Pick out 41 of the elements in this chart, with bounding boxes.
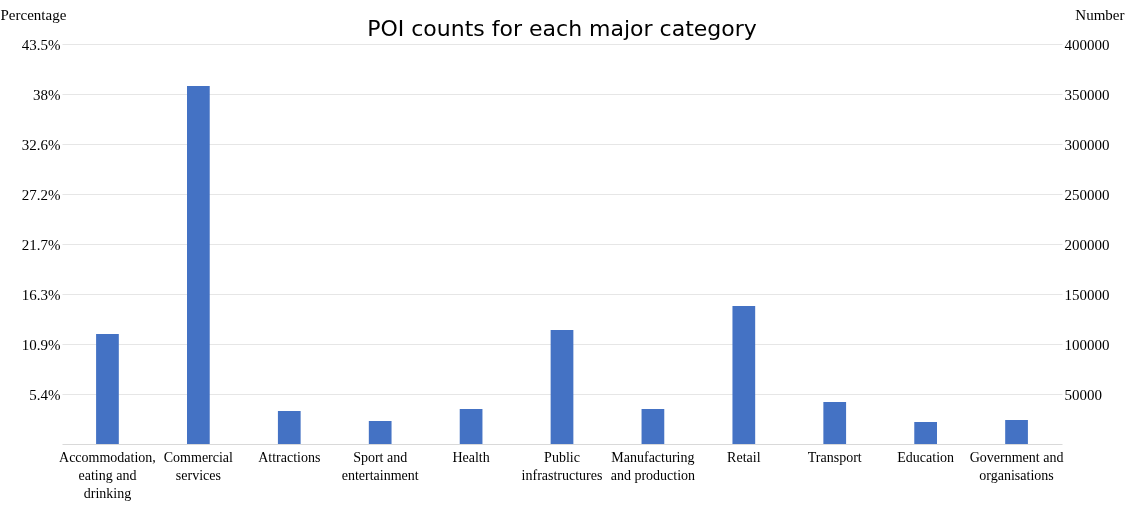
bar	[823, 402, 847, 444]
bar	[1005, 420, 1028, 444]
y2-axis-title: Number	[1075, 6, 1125, 23]
bar	[641, 409, 665, 444]
x-tick-label: Public infrastructures	[521, 449, 603, 483]
y-tick-label: 5.4%	[29, 386, 61, 403]
y2-tick-label: 100000	[1064, 336, 1110, 353]
y2-tick-label: 250000	[1064, 186, 1110, 203]
y2-tick-label: 50000	[1064, 386, 1102, 403]
x-tick-label: Manufacturing and production	[610, 449, 696, 483]
y2-tick-label: 200000	[1064, 236, 1110, 253]
y-tick-label: 27.2%	[21, 186, 61, 203]
y2-tick-label: 400000	[1064, 36, 1110, 53]
y-tick-label: 32.6%	[21, 136, 61, 153]
x-tick-label: Attractions	[258, 449, 321, 465]
bar	[732, 306, 756, 444]
x-tick-label: Commercial services	[163, 449, 234, 483]
bar	[550, 330, 574, 444]
x-tick-label: Education	[897, 449, 955, 465]
bar	[187, 86, 210, 444]
y-tick-label: 38%	[33, 86, 61, 103]
x-tick-label: Transport	[807, 449, 862, 465]
bar	[96, 334, 119, 444]
bar	[368, 421, 392, 444]
y-tick-label: 43.5%	[21, 36, 61, 53]
x-tick-label: Government and organisations	[969, 449, 1064, 483]
bar	[277, 411, 301, 444]
bar	[914, 422, 937, 444]
chart-title: POI counts for each major category	[367, 16, 757, 41]
bar	[459, 409, 483, 444]
x-tick-label: Accommodation, eating and drinking	[59, 449, 156, 501]
x-tick-label: Sport and entertainment	[341, 449, 419, 483]
y2-tick-label: 150000	[1064, 286, 1110, 303]
x-tick-label: Health	[452, 449, 490, 465]
y2-tick-label: 300000	[1064, 136, 1110, 153]
y-tick-label: 10.9%	[21, 336, 61, 353]
y-tick-label: 16.3%	[21, 286, 61, 303]
y-axis-title: Percentage	[0, 6, 67, 23]
y2-tick-label: 350000	[1064, 86, 1110, 103]
y-tick-label: 21.7%	[21, 236, 61, 253]
x-tick-label: Retail	[727, 449, 761, 465]
